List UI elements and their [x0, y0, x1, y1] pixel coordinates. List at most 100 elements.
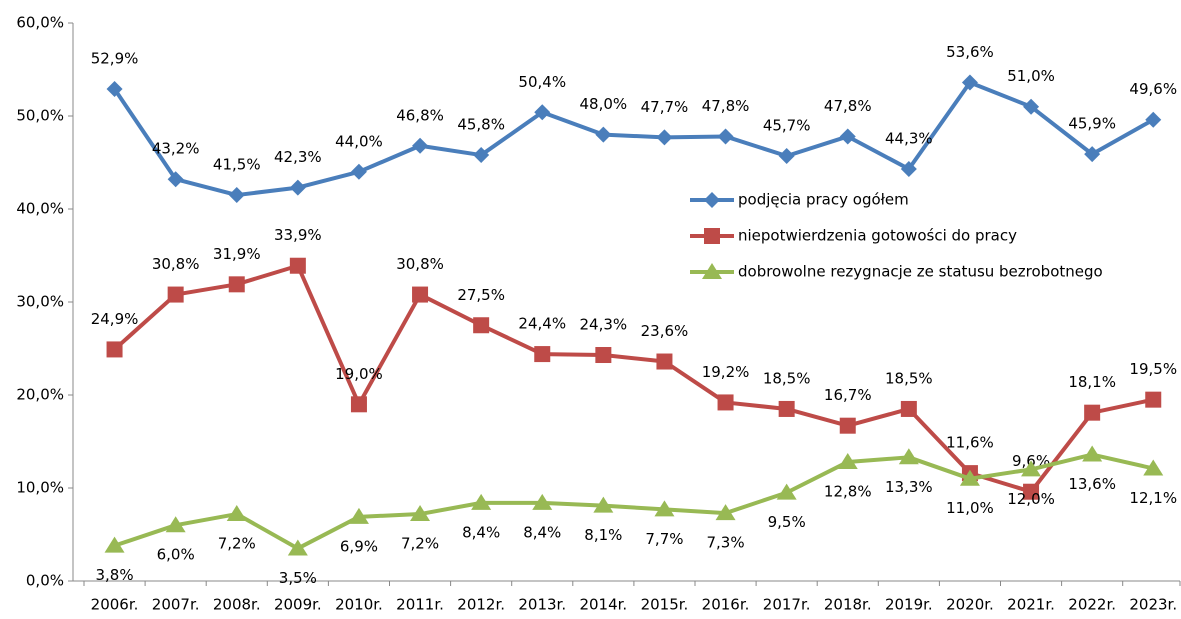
data-label: 7,2% [218, 535, 256, 553]
marker [1082, 445, 1103, 462]
series-line [112, 80, 1155, 198]
legend-label: podjęcia pracy ogółem [738, 191, 909, 209]
x-tick-label: 2017r. [763, 596, 811, 614]
marker [593, 496, 614, 513]
marker [473, 147, 490, 164]
data-label: 13,6% [1068, 475, 1116, 493]
marker [900, 161, 917, 178]
data-label: 8,4% [523, 523, 561, 541]
marker [471, 493, 492, 510]
marker [473, 317, 490, 334]
data-label: 7,3% [706, 534, 744, 552]
data-label: 19,0% [335, 365, 383, 383]
marker [1084, 146, 1101, 163]
data-label: 18,1% [1068, 373, 1116, 391]
marker [534, 346, 551, 363]
marker [350, 396, 367, 413]
marker [167, 286, 184, 303]
marker [839, 417, 856, 434]
data-label: 12,1% [1129, 489, 1177, 507]
marker [656, 353, 673, 370]
marker [654, 500, 675, 517]
marker [837, 452, 858, 469]
y-tick-label: 20,0% [16, 386, 64, 404]
data-label: 6,0% [157, 546, 195, 564]
data-label: 48,0% [580, 95, 628, 113]
marker [778, 147, 795, 164]
marker [289, 179, 306, 196]
x-tick-label: 2019r. [885, 596, 933, 614]
data-label: 12,0% [1007, 490, 1055, 508]
marker [1145, 111, 1162, 128]
y-tick-label: 0,0% [26, 572, 64, 590]
data-label: 51,0% [1007, 67, 1055, 85]
x-tick-label: 2020r. [946, 596, 994, 614]
marker [289, 257, 306, 274]
data-label: 33,9% [274, 226, 322, 244]
marker [1023, 98, 1040, 115]
marker [1145, 391, 1162, 408]
series-line [113, 452, 1154, 551]
marker [704, 228, 720, 244]
y-tick-label: 50,0% [16, 107, 64, 125]
data-label: 19,5% [1129, 360, 1177, 378]
data-label: 47,7% [641, 98, 689, 116]
marker [717, 128, 734, 145]
x-tick-label: 2007r. [152, 596, 200, 614]
marker [715, 504, 736, 521]
y-tick-label: 40,0% [16, 200, 64, 218]
y-tick-label: 60,0% [16, 14, 64, 32]
marker [776, 483, 797, 500]
marker [959, 469, 980, 486]
data-label: 13,3% [885, 478, 933, 496]
x-tick-label: 2022r. [1068, 596, 1116, 614]
x-tick-label: 2011r. [396, 596, 444, 614]
data-label: 41,5% [213, 156, 261, 174]
data-label: 43,2% [152, 140, 200, 158]
data-label: 49,6% [1129, 80, 1177, 98]
marker [1021, 460, 1042, 477]
marker [165, 516, 186, 533]
data-label: 7,7% [645, 530, 683, 548]
marker [412, 286, 429, 303]
data-label: 47,8% [824, 97, 872, 115]
data-label: 6,9% [340, 537, 378, 555]
data-label: 44,0% [335, 132, 383, 150]
data-label: 30,8% [152, 255, 200, 273]
marker [167, 171, 184, 188]
marker [839, 128, 856, 145]
x-tick-label: 2016r. [702, 596, 750, 614]
x-tick-label: 2009r. [274, 596, 322, 614]
y-tick-label: 30,0% [16, 293, 64, 311]
data-label: 12,8% [824, 482, 872, 500]
marker [595, 347, 612, 364]
data-label: 45,7% [763, 116, 811, 134]
data-label: 23,6% [641, 322, 689, 340]
marker [702, 263, 722, 279]
legend-label: niepotwierdzenia gotowości do pracy [738, 227, 1017, 245]
data-label: 44,3% [885, 130, 933, 148]
data-label: 42,3% [274, 148, 322, 166]
marker [412, 137, 429, 154]
data-label: 47,8% [702, 97, 750, 115]
marker [778, 400, 795, 417]
data-label: 24,9% [91, 310, 139, 328]
marker [106, 341, 123, 358]
data-label: 9,5% [768, 513, 806, 531]
marker [228, 276, 245, 293]
data-label: 18,5% [763, 369, 811, 387]
marker [104, 536, 125, 553]
marker [717, 394, 734, 411]
marker [704, 192, 720, 208]
marker [287, 539, 308, 556]
data-label: 11,6% [946, 434, 994, 452]
marker [898, 448, 919, 465]
marker [1084, 404, 1101, 421]
x-tick-label: 2014r. [579, 596, 627, 614]
marker [656, 129, 673, 146]
data-label: 11,0% [946, 499, 994, 517]
marker [1143, 459, 1164, 476]
series-line [113, 263, 1154, 494]
data-label: 3,5% [279, 569, 317, 587]
